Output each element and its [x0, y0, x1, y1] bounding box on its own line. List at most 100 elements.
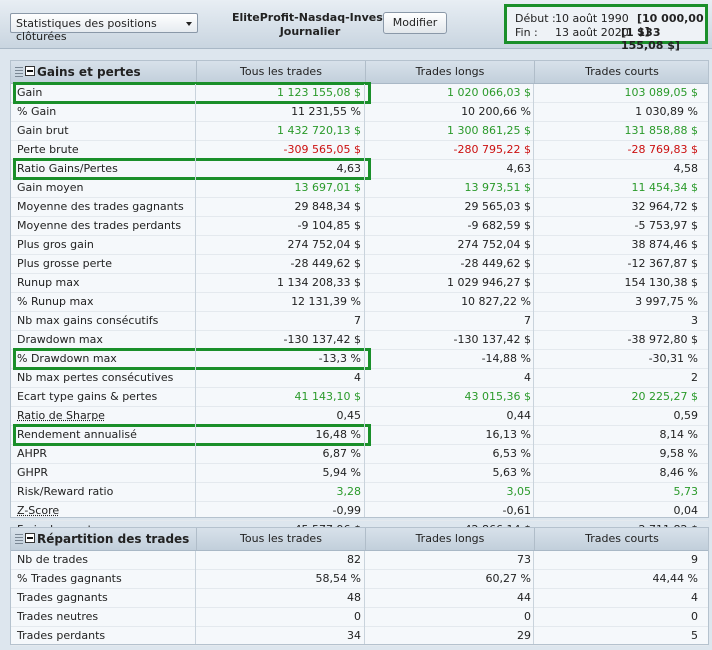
cell-long-trades: 0,44 — [506, 409, 532, 422]
row-label: Ratio Gains/Pertes — [17, 162, 118, 175]
cell-short-trades: 8,14 % — [659, 428, 698, 441]
cell-all-trades: -9 104,85 $ — [297, 219, 361, 232]
table-row[interactable]: AHPR 6,87 % 6,53 % 9,58 % — [11, 445, 708, 464]
end-value: [1 133 155,08 $] — [621, 26, 680, 52]
cell-long-trades: 29 565,03 $ — [464, 200, 531, 213]
cell-all-trades: 7 — [354, 314, 361, 327]
cell-all-trades: 1 123 155,08 $ — [277, 86, 361, 99]
cell-all-trades: 16,48 % — [315, 428, 361, 441]
cell-short-trades: 4,58 — [673, 162, 699, 175]
cell-long-trades: -0,61 — [502, 504, 531, 517]
column-header-all[interactable]: Tous les trades — [196, 61, 365, 83]
row-label: Moyenne des trades gagnants — [17, 200, 184, 213]
table-row[interactable]: Z-Score -0,99 -0,61 0,04 — [11, 502, 708, 521]
table-row[interactable]: Moyenne des trades gagnants 29 848,34 $ 29… — [11, 198, 708, 217]
cell-long-trades: 29 — [517, 629, 531, 642]
table-row[interactable]: Ratio de Sharpe 0,45 0,44 0,59 — [11, 407, 708, 426]
table-row[interactable]: Plus gros gain 274 752,04 $ 274 752,04 $ 38… — [11, 236, 708, 255]
cell-short-trades: 9,58 % — [659, 447, 698, 460]
table-row[interactable]: Runup max 1 134 208,33 $ 1 029 946,27 $ 154… — [11, 274, 708, 293]
row-label: % Gain — [17, 105, 57, 118]
cell-long-trades: -130 137,42 $ — [453, 333, 531, 346]
cell-short-trades: 0 — [691, 610, 698, 623]
trades-rows: Nb de trades 82 73 9 % Trades gagnants 58,54 … — [11, 551, 708, 646]
table-row[interactable]: Gain brut 1 432 720,13 $ 1 300 861,25 $ 131… — [11, 122, 708, 141]
table-row[interactable]: Gain moyen 13 697,01 $ 13 973,51 $ 11 454,3… — [11, 179, 708, 198]
cell-long-trades: 44 — [517, 591, 531, 604]
cell-all-trades: 0 — [354, 610, 361, 623]
column-header-long[interactable]: Trades longs — [365, 528, 534, 550]
end-label: Fin : — [515, 26, 538, 39]
drag-handle-icon[interactable] — [15, 67, 23, 77]
column-header-long[interactable]: Trades longs — [365, 61, 534, 83]
row-label: Trades perdants — [17, 629, 106, 642]
collapse-icon[interactable] — [25, 66, 35, 76]
table-row[interactable]: Moyenne des trades perdants -9 104,85 $ -9… — [11, 217, 708, 236]
row-label: Plus grosse perte — [17, 257, 112, 270]
column-header-all[interactable]: Tous les trades — [196, 528, 365, 550]
collapse-icon[interactable] — [25, 533, 35, 543]
table-row[interactable]: Nb max gains consécutifs 7 7 3 — [11, 312, 708, 331]
gains-rows: Gain 1 123 155,08 $ 1 020 066,03 $ 103 089,… — [11, 82, 708, 540]
cell-long-trades: 7 — [524, 314, 531, 327]
cell-all-trades: -130 137,42 $ — [283, 333, 361, 346]
row-label: Gain — [17, 86, 43, 99]
column-divider — [195, 84, 196, 517]
cell-short-trades: 103 089,05 $ — [624, 86, 698, 99]
table-row[interactable]: GHPR 5,94 % 5,63 % 8,46 % — [11, 464, 708, 483]
report-type-select[interactable]: Statistiques des positions clôturées — [10, 13, 198, 43]
table-row[interactable]: Drawdown max -130 137,42 $ -130 137,42 $ -3… — [11, 331, 708, 350]
cell-all-trades: 11 231,55 % — [291, 105, 361, 118]
chevron-down-icon — [186, 22, 192, 26]
cell-long-trades: -28 449,62 $ — [460, 257, 531, 270]
cell-short-trades: 11 454,34 $ — [631, 181, 698, 194]
cell-all-trades: -13,3 % — [318, 352, 361, 365]
cell-long-trades: 43 015,36 $ — [464, 390, 531, 403]
column-header-short[interactable]: Trades courts — [534, 61, 709, 83]
table-row[interactable]: % Drawdown max -13,3 % -14,88 % -30,31 % — [11, 348, 708, 370]
table-row[interactable]: Plus grosse perte -28 449,62 $ -28 449,62 … — [11, 255, 708, 274]
row-label: Plus gros gain — [17, 238, 94, 251]
cell-short-trades: 1 030,89 % — [635, 105, 698, 118]
row-label: Gain brut — [17, 124, 69, 137]
row-label: % Drawdown max — [17, 352, 117, 365]
cell-long-trades: 10 200,66 % — [461, 105, 531, 118]
cell-all-trades: 4 — [354, 371, 361, 384]
column-divider — [533, 551, 534, 644]
table-row[interactable]: % Trades gagnants 58,54 % 60,27 % 44,44 % — [11, 570, 708, 589]
drag-handle-icon[interactable] — [15, 534, 23, 544]
cell-long-trades: 3,05 — [506, 485, 532, 498]
table-row[interactable]: Rendement annualisé 16,48 % 16,13 % 8,14 % — [11, 424, 708, 446]
table-row[interactable]: Ratio Gains/Pertes 4,63 4,63 4,58 — [11, 158, 708, 180]
report-type-select-value: Statistiques des positions clôturées — [16, 17, 157, 43]
cell-short-trades: 4 — [691, 591, 698, 604]
table-row[interactable]: Trades perdants 34 29 5 — [11, 627, 708, 646]
table-row[interactable]: Trades gagnants 48 44 4 — [11, 589, 708, 608]
row-label: Trades neutres — [17, 610, 99, 623]
table-row[interactable]: Gain 1 123 155,08 $ 1 020 066,03 $ 103 089,… — [11, 82, 708, 104]
table-row[interactable]: Nb max pertes consécutives 4 4 2 — [11, 369, 708, 388]
cell-short-trades: 131 858,88 $ — [624, 124, 698, 137]
row-label: Ecart type gains & pertes — [17, 390, 158, 403]
cell-all-trades: -0,99 — [332, 504, 361, 517]
cell-all-trades: 12 131,39 % — [291, 295, 361, 308]
column-header-short[interactable]: Trades courts — [534, 528, 709, 550]
table-row[interactable]: Perte brute -309 565,05 $ -280 795,22 $ -28… — [11, 141, 708, 160]
table-row[interactable]: Nb de trades 82 73 9 — [11, 551, 708, 570]
cell-short-trades: 20 225,27 $ — [631, 390, 698, 403]
cell-all-trades: 4,63 — [336, 162, 362, 175]
table-row[interactable]: Ecart type gains & pertes 41 143,10 $ 43 0… — [11, 388, 708, 407]
row-label: Nb de trades — [17, 553, 89, 566]
trades-panel-title: Répartition des trades — [37, 532, 190, 546]
cell-long-trades: -9 682,59 $ — [467, 219, 531, 232]
cell-all-trades: 29 848,34 $ — [294, 200, 361, 213]
table-row[interactable]: % Runup max 12 131,39 % 10 827,22 % 3 997,7… — [11, 293, 708, 312]
modify-button[interactable]: Modifier — [383, 12, 447, 34]
cell-short-trades: 3 997,75 % — [635, 295, 698, 308]
table-row[interactable]: % Gain 11 231,55 % 10 200,66 % 1 030,89 % — [11, 103, 708, 122]
table-row[interactable]: Trades neutres 0 0 0 — [11, 608, 708, 627]
cell-short-trades: 0,04 — [673, 504, 699, 517]
cell-short-trades: 5 — [691, 629, 698, 642]
cell-short-trades: 0,59 — [673, 409, 699, 422]
table-row[interactable]: Risk/Reward ratio 3,28 3,05 5,73 — [11, 483, 708, 502]
